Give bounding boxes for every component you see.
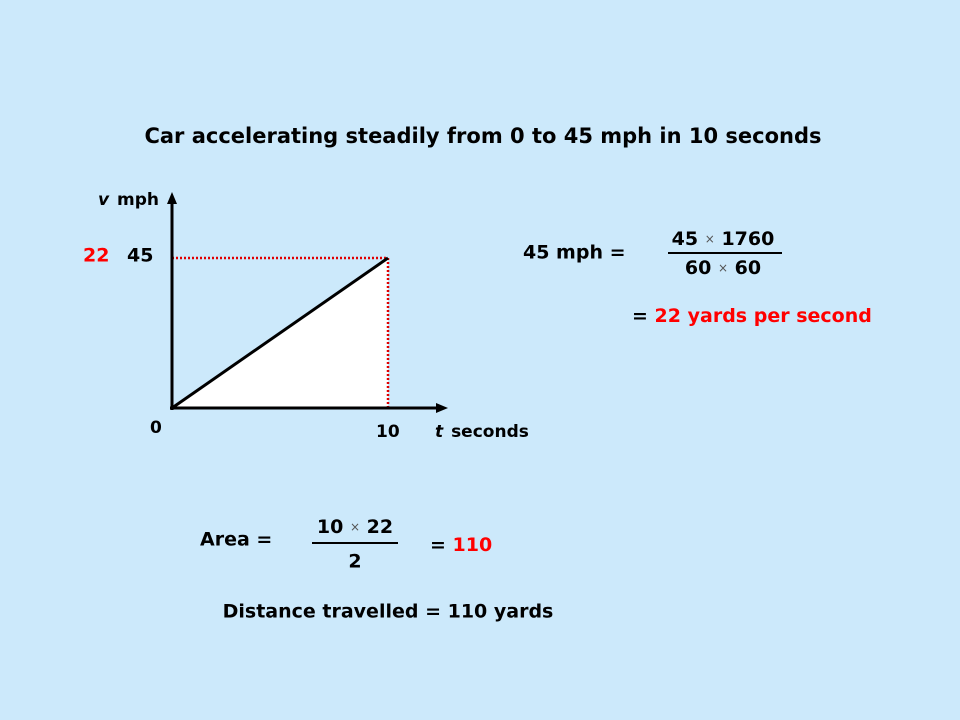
factor: 60 — [735, 257, 761, 279]
area-result: = 110 — [430, 534, 492, 556]
conversion-lhs: 45 mph = — [523, 242, 626, 264]
result-value: 22 — [655, 305, 681, 327]
factor: 1760 — [721, 228, 774, 250]
y-mark: 45 — [127, 245, 153, 267]
x-axis-arrow — [436, 403, 448, 413]
factor: 22 — [367, 516, 393, 538]
y-axis-label: v mph — [98, 190, 159, 210]
y-unit: mph — [117, 190, 159, 210]
equals: = — [430, 534, 446, 556]
y-mark-yards: 22 — [83, 245, 109, 267]
result-unit: yards per second — [688, 305, 872, 327]
origin-label: 0 — [150, 418, 162, 438]
y-axis-arrow — [167, 192, 177, 204]
x-mark: 10 — [376, 422, 400, 442]
factor: 10 — [317, 516, 343, 538]
slide-title: Car accelerating steadily from 0 to 45 m… — [144, 124, 821, 148]
factor: 45 — [672, 228, 698, 250]
fraction-denominator: 60 × 60 — [685, 257, 761, 279]
factor: 60 — [685, 257, 711, 279]
x-axis-label: t seconds — [435, 422, 529, 442]
area-numerator: 10 × 22 — [317, 516, 393, 538]
times: × — [350, 520, 360, 534]
equals: = — [632, 305, 648, 327]
distance: Distance travelled = 110 yards — [223, 601, 554, 623]
times: × — [718, 261, 728, 275]
conversion-result: = 22 yards per second — [632, 305, 872, 327]
fraction-numerator: 45 × 1760 — [672, 228, 775, 250]
times: × — [705, 232, 715, 246]
area-value: 110 — [453, 534, 493, 556]
area-denominator: 2 — [348, 551, 361, 573]
x-symbol: t — [435, 422, 444, 442]
area-lhs: Area = — [200, 529, 272, 551]
x-unit: seconds — [451, 422, 529, 442]
y-symbol: v — [98, 190, 110, 210]
velocity-line — [171, 256, 389, 410]
